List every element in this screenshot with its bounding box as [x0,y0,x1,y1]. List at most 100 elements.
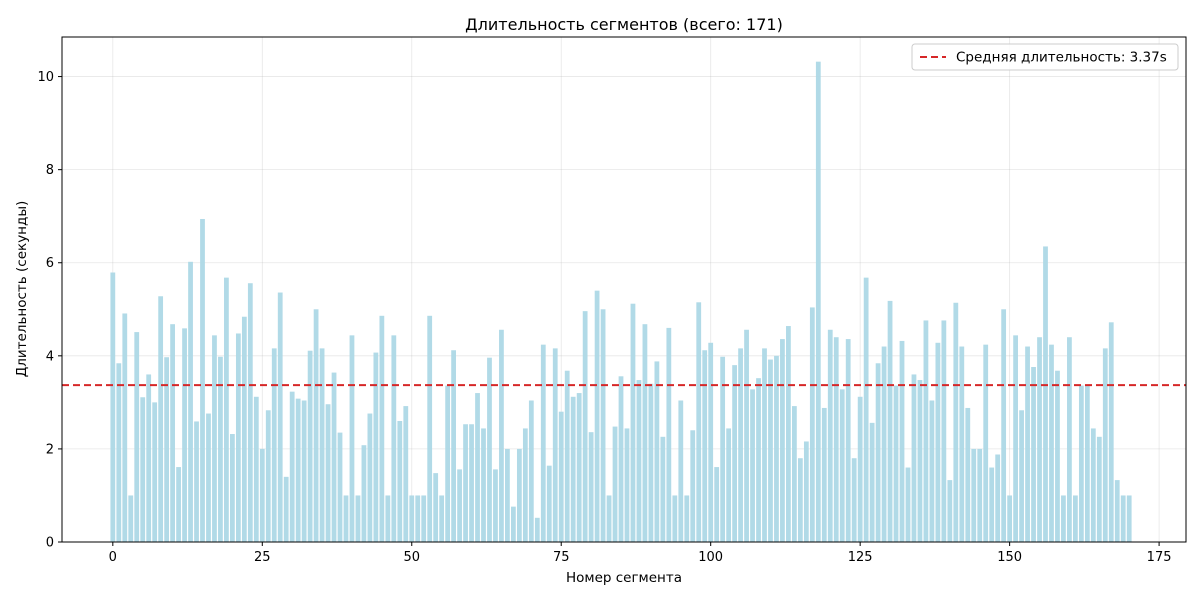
bar-segment-10 [170,324,175,542]
x-axis-title: Номер сегмента [566,570,682,586]
bar-segment-156 [1043,246,1048,542]
bar-segment-105 [738,348,743,542]
bar-segment-152 [1019,410,1024,542]
bar-segment-164 [1090,428,1096,542]
bar-segment-132 [899,340,905,542]
bar-segment-86 [624,428,630,542]
bar-segment-61 [475,393,480,542]
bar-segment-64 [493,469,498,542]
y-tick-label: 4 [46,349,54,364]
bar-segment-4 [134,332,140,542]
bar-segment-32 [301,400,307,542]
bar-segment-75 [558,411,564,542]
bar-segment-165 [1096,436,1102,542]
bar-segment-84 [612,426,618,542]
bar-segment-115 [797,458,803,542]
bar-segment-169 [1120,495,1126,542]
bar-segment-78 [576,393,582,542]
x-tick-label: 125 [848,550,873,565]
bar-segment-121 [833,337,839,542]
bar-segment-33 [307,350,313,542]
bar-segment-79 [582,311,588,542]
bar-segment-143 [965,407,971,542]
bar-segment-66 [505,448,510,542]
bar-segment-54 [433,473,439,542]
bar-segment-135 [917,380,923,542]
bar-segment-2 [122,313,128,542]
bar-segment-50 [409,495,415,542]
bar-segment-77 [570,396,576,542]
bar-segment-106 [744,329,749,542]
bar-segment-129 [881,346,887,542]
bar-segment-100 [708,342,714,542]
bar-segment-19 [224,277,229,542]
bar-segment-88 [636,380,642,542]
bar-segment-98 [696,302,702,542]
bar-segment-38 [337,432,343,542]
bar-segment-65 [499,329,504,542]
bar-segment-45 [379,315,385,542]
bar-segment-5 [140,397,146,542]
bar-segment-166 [1102,348,1108,542]
bar-segment-108 [756,378,761,542]
legend-label: Средняя длительность: 3.37s [956,50,1167,66]
bar-segment-137 [929,400,935,542]
bar-segment-70 [528,400,534,542]
bar-segment-163 [1084,385,1090,542]
bar-segment-140 [947,480,953,542]
bar-segment-53 [427,315,433,542]
bar-segment-97 [690,430,696,542]
x-tick-label: 75 [553,550,570,565]
bar-segment-29 [283,476,289,542]
bar-segment-159 [1061,495,1066,542]
bar-segment-150 [1007,495,1013,542]
legend: Средняя длительность: 3.37s [911,43,1179,71]
bar-segment-43 [367,413,373,542]
bar-segment-123 [845,339,851,542]
bar-segment-126 [863,277,869,542]
bar-segment-57 [451,350,456,542]
x-tick-label: 150 [997,550,1022,565]
bar-segment-62 [481,428,486,542]
bar-segment-151 [1013,335,1018,542]
bar-segment-102 [720,356,726,542]
bar-segment-157 [1049,344,1054,542]
y-axis-title: Длительность (секунды) [14,201,30,378]
bar-segment-147 [989,467,995,542]
bar-segment-117 [809,307,815,542]
y-axis-ticks: 0 2 4 6 8 10 [37,70,62,551]
bar-segment-116 [803,441,809,542]
bar-segment-139 [941,320,947,542]
bar-segment-112 [780,339,785,542]
bar-segment-144 [971,448,977,542]
bar-segment-103 [726,428,732,542]
y-tick-label: 10 [37,70,54,85]
bar-segment-155 [1037,337,1042,542]
bars-group [110,61,1132,543]
bar-segment-3 [128,495,134,542]
bar-segment-82 [600,309,606,542]
bar-segment-23 [247,283,253,542]
bar-segment-148 [995,454,1001,542]
bar-segment-44 [373,352,379,542]
bar-segment-89 [642,324,648,542]
bar-segment-49 [403,406,409,542]
bar-segment-25 [259,448,265,542]
bar-segment-15 [200,218,205,543]
bar-segment-58 [457,469,462,542]
bar-segment-16 [206,413,211,542]
x-tick-label: 175 [1147,550,1172,565]
bar-segment-20 [230,434,235,542]
bar-segment-110 [768,359,773,542]
bar-segment-52 [421,495,427,542]
bar-segment-24 [253,396,259,542]
bar-segment-109 [762,348,767,542]
bar-segment-73 [546,465,552,542]
bar-segment-47 [391,335,397,542]
bar-segment-12 [182,328,187,542]
bar-segment-81 [594,290,600,542]
plot-frame [61,36,1187,543]
bar-segment-68 [516,448,522,542]
legend-box [911,43,1179,71]
